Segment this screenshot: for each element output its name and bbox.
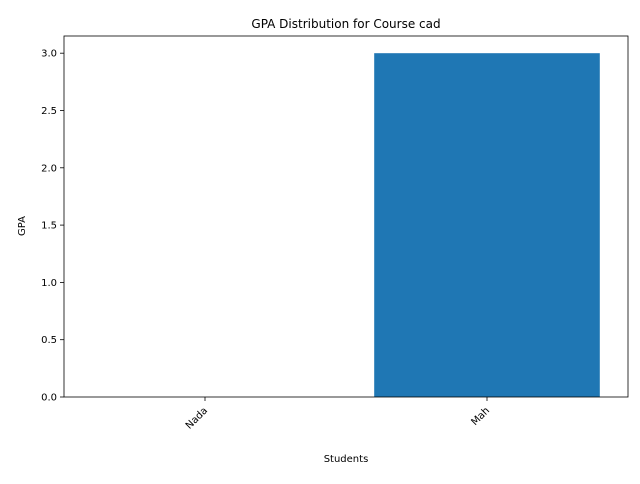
y-tick-label: 3.0 <box>41 49 57 60</box>
bars-layer <box>374 53 600 397</box>
y-tick-label: 1.5 <box>41 221 57 232</box>
y-tick-label: 1.0 <box>41 278 57 289</box>
y-tick-label: 2.5 <box>41 106 57 117</box>
y-tick-label: 2.0 <box>41 163 57 174</box>
y-tick-label: 0.0 <box>41 393 57 404</box>
y-axis-ticks: 0.0 0.5 1.0 1.5 2.0 2.5 3.0 <box>41 49 64 404</box>
y-axis-label: GPA <box>17 216 28 236</box>
bar-mah <box>374 53 600 397</box>
plot-frame <box>63 35 629 398</box>
chart-title: GPA Distribution for Course cad <box>251 17 440 31</box>
x-axis-label: Students <box>324 454 369 465</box>
y-tick-label: 0.5 <box>41 335 57 346</box>
